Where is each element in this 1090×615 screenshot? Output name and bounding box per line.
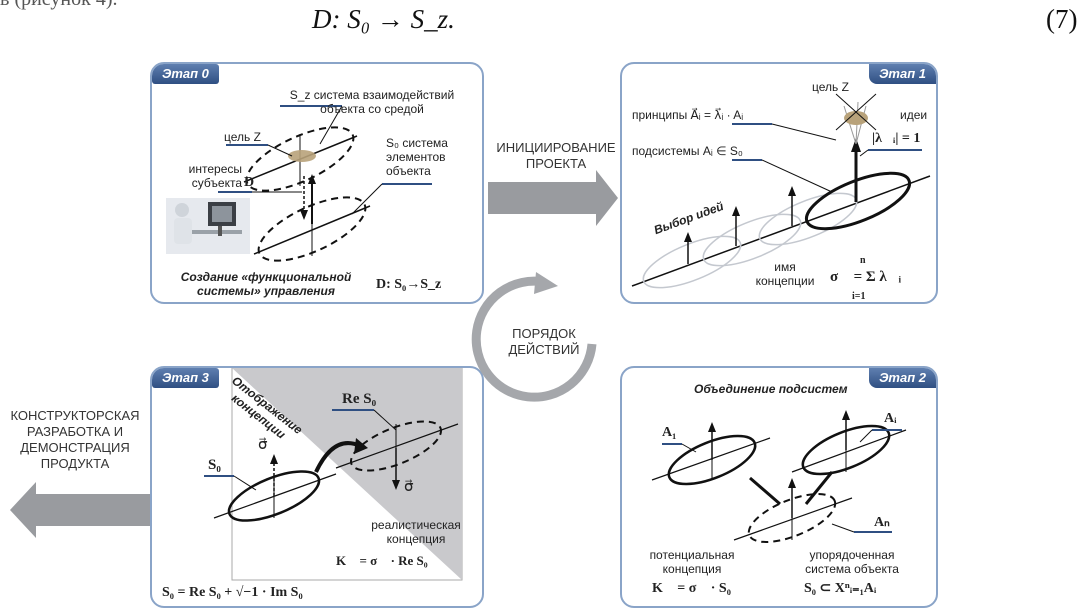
sum-top: n (860, 255, 866, 266)
s0-formula: S₀ ⊂ Xⁿᵢ₌₁Aᵢ (804, 581, 877, 596)
ordered-label: упорядоченная система объекта (805, 548, 899, 576)
goal-label: цель Z (224, 130, 261, 144)
stage-1-panel: Этап 1 цель Z принципы A⃗ᵢ = λ⃗ᵢ · Aᵢ ид… (620, 62, 938, 304)
principles-label: принципы A⃗ᵢ = λ⃗ᵢ · Aᵢ (632, 108, 744, 122)
stage-2-panel: Этап 2 Объединение подсистем A₁ Aᵢ Aₙ по… (620, 366, 938, 608)
ideas-label: идеи (900, 108, 928, 122)
stage-0-formula: D: S₀→S_z (376, 277, 442, 292)
formula-number: (7) (1046, 4, 1078, 34)
bottom-formula: S₀ = Re S₀ + √−1 · Im S₀ (162, 585, 303, 600)
stage-0-panel: Этап 0 S_z система взаимодействий объект… (150, 62, 484, 304)
stage-0-diagram (166, 105, 432, 262)
re-s0-label: Re S₀ (342, 391, 377, 407)
order-label: ПОРЯДОК ДЕЙСТВИЙ (508, 326, 580, 357)
design-label: КОНСТРУКТОРСКАЯ РАЗРАБОТКА И ДЕМОНСТРАЦИ… (10, 408, 140, 471)
main-formula: D: S₀ → S_z. (312, 4, 455, 34)
person-at-computer-illustration (166, 198, 250, 254)
potential-label: потенциальная концепция (649, 548, 735, 576)
k-formula: K⃗ = σ⃗ · Re S₀ (336, 553, 428, 568)
interests-label: интересы субъекта (188, 162, 242, 190)
text-fragment: в (рисунок 4). (0, 0, 118, 11)
stage-2-tab: Этап 2 (869, 368, 936, 388)
s0-label: S₀ система элементов объекта (386, 136, 448, 178)
arrow-left (10, 482, 150, 538)
arrow-right (488, 170, 618, 226)
stage-3-panel: Этап 3 Отображение концепции Re S₀ S₀ σ⃗… (150, 366, 484, 608)
goal-label: цель Z (812, 80, 849, 94)
norm-label: |λ⃗ᵢ| = 1 (872, 131, 921, 146)
sum-bottom: i=1 (852, 291, 866, 302)
a1-label: A₁ (662, 425, 677, 440)
sigma-label-left: σ⃗ (258, 437, 268, 453)
sigma-label-right: σ⃗ (404, 479, 414, 495)
concept-name-label: имя концепции (755, 260, 815, 288)
an-label: Aₙ (874, 515, 890, 530)
ai-label: Aᵢ (884, 411, 897, 426)
stage-3-diagram (204, 368, 463, 581)
subsystems-label: подсистемы Aᵢ ∈ S₀ (632, 144, 743, 158)
stage-3-tab: Этап 3 (152, 368, 219, 388)
formula-line: в (рисунок 4). D: S₀ → S_z. (7) (0, 0, 1090, 46)
stage-1-diagram (631, 93, 931, 289)
stage-0-caption: Создание «функциональной системы» управл… (180, 270, 352, 298)
d-label: D (244, 175, 255, 190)
initiation-label: ИНИЦИИРОВАНИЕ ПРОЕКТА (496, 140, 616, 171)
stage-2-title: Объединение подсистем (694, 382, 848, 396)
stage-0-tab: Этап 0 (152, 64, 219, 84)
stage-2-diagram (651, 410, 907, 543)
sum-formula: σ⃗ = Σ λ⃗ᵢ (830, 269, 902, 285)
stage-1-tab: Этап 1 (869, 64, 936, 84)
sz-label: S_z система взаимодействий объекта со ср… (289, 88, 455, 116)
s0-label: S₀ (208, 457, 221, 473)
k-formula: K⃗ = σ⃗ · S₀ (652, 581, 731, 596)
realistic-label: реалистическая концепция (371, 518, 461, 546)
